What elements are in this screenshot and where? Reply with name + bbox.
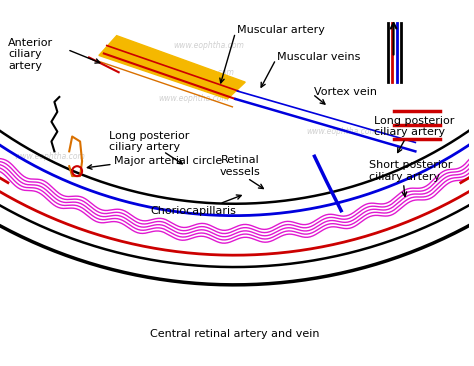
Text: Central retinal artery and vein: Central retinal artery and vein <box>150 329 319 339</box>
Text: Muscular veins: Muscular veins <box>277 52 360 63</box>
Text: Muscular artery: Muscular artery <box>237 25 325 35</box>
Text: Anterior
ciliary
artery: Anterior ciliary artery <box>8 38 53 71</box>
Text: www.eophtha.com: www.eophtha.com <box>307 127 377 136</box>
Text: Major arterial circle: Major arterial circle <box>114 156 222 166</box>
Text: www.eophtha.com: www.eophtha.com <box>15 152 86 161</box>
Text: Choriocapillaris: Choriocapillaris <box>150 206 236 216</box>
Text: www.eophtha.com: www.eophtha.com <box>173 41 244 50</box>
Polygon shape <box>99 36 245 99</box>
Text: Retinal
vessels: Retinal vessels <box>220 156 261 177</box>
Text: Vortex vein: Vortex vein <box>314 87 377 97</box>
Text: Short posterior
ciliary artery: Short posterior ciliary artery <box>369 160 452 182</box>
Text: Long posterior
ciliary artery: Long posterior ciliary artery <box>374 116 454 138</box>
Text: www.eophtha.com: www.eophtha.com <box>163 68 234 77</box>
Text: Long posterior
ciliary artery: Long posterior ciliary artery <box>109 131 189 152</box>
Text: www.eophtha.com: www.eophtha.com <box>158 94 229 104</box>
